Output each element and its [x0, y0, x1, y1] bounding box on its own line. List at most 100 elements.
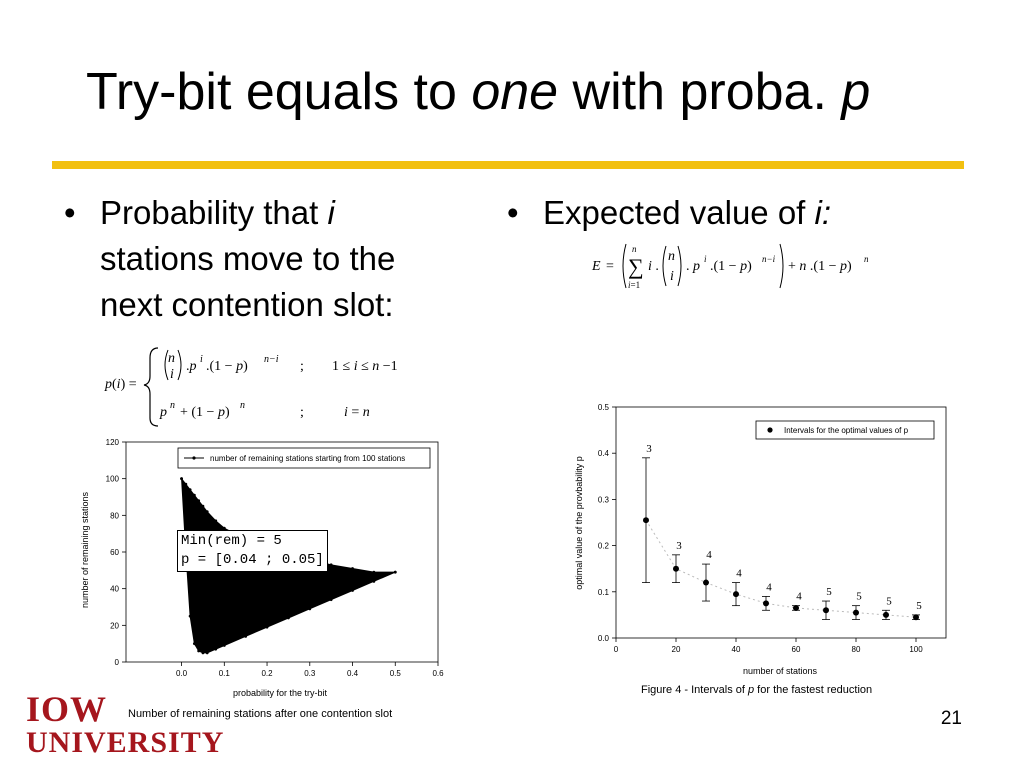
title-text: Try-bit equals to	[86, 63, 472, 121]
data-label: 4	[706, 549, 712, 561]
x-tick-label: 0.0	[176, 669, 188, 678]
x-tick-label: 80	[852, 645, 861, 654]
x-tick-label: 40	[732, 645, 741, 654]
data-point	[823, 607, 829, 614]
expected-value-formula: E = n ∑ i=1 i . n i . p i .(1 − p) n−i +…	[591, 243, 869, 290]
legend-marker	[767, 427, 773, 433]
upper-point	[222, 526, 226, 530]
lower-point	[287, 616, 290, 620]
upper-point	[372, 570, 376, 574]
svg-text:i: i	[200, 354, 203, 365]
svg-text:n−i: n−i	[264, 354, 279, 365]
university-logo: IOW UNIVERSITY	[26, 689, 224, 760]
x-tick-label: 0.3	[304, 669, 316, 678]
upper-point	[197, 499, 201, 503]
svg-text:n: n	[632, 244, 637, 254]
x-tick-label: 60	[792, 645, 801, 654]
svg-text:n: n	[168, 351, 175, 366]
left-chart-caption: Number of remaining stations after one c…	[128, 708, 393, 720]
title-divider	[52, 161, 964, 169]
bullet-dot: •	[507, 194, 519, 231]
data-label: 4	[766, 581, 772, 593]
y-tick-label: 40	[110, 585, 119, 594]
y-tick-label: 0.5	[598, 403, 610, 412]
chart-annotation: Min(rem) = 5 p = [0.04 ; 0.05]	[177, 530, 328, 572]
y-tick-label: 0.1	[598, 588, 610, 597]
chart-legend-label: Intervals for the optimal values of p	[784, 426, 909, 435]
y-tick-label: 80	[110, 511, 119, 520]
x-tick-label: 0.6	[432, 669, 444, 678]
lower-point	[180, 477, 183, 481]
x-tick-label: 0.2	[261, 669, 273, 678]
data-label: 4	[796, 591, 802, 603]
y-tick-label: 100	[106, 475, 120, 484]
left-bullet: • Probability that i stations move to th…	[64, 190, 480, 328]
title-p: p	[841, 63, 871, 121]
x-axis-title: number of stations	[743, 666, 818, 676]
upper-point	[188, 488, 192, 492]
svg-text:+ (1 − p): + (1 − p)	[180, 405, 230, 420]
probability-formula: p(i) = n i .p i .(1 − p) n−i ; 1 ≤ i ≤ n…	[104, 347, 398, 427]
data-label: 5	[826, 586, 832, 598]
upper-point	[205, 510, 209, 514]
logo-line-1: IOW	[26, 689, 108, 729]
lower-point	[265, 625, 269, 629]
svg-text:.p: .p	[186, 359, 197, 374]
y-tick-label: 0	[115, 658, 120, 667]
svg-text:i=1: i=1	[628, 280, 640, 290]
svg-text:i .: i .	[648, 259, 659, 274]
left-bullet-italic: i	[327, 194, 335, 231]
chart-legend-box	[755, 420, 935, 440]
right-bullet: • Expected value of i:	[507, 190, 943, 236]
svg-text:n: n	[170, 400, 175, 411]
title-italic: one	[471, 63, 559, 121]
data-point	[853, 609, 859, 616]
lower-point	[205, 651, 209, 655]
data-point	[673, 565, 679, 572]
caption-prefix: Figure 4 - Intervals of	[641, 684, 748, 696]
lower-point	[197, 649, 201, 653]
legend-label: Intervals for the optimal values of p	[784, 426, 909, 435]
x-tick-label: 20	[672, 645, 681, 654]
upper-point	[329, 563, 333, 567]
svg-text:i: i	[704, 254, 707, 264]
caption-italic: p	[748, 684, 755, 696]
data-label: 3	[646, 443, 652, 455]
upper-point	[192, 493, 196, 497]
y-tick-label: 0.4	[598, 449, 610, 458]
svg-text:E: E	[591, 259, 601, 274]
x-tick-label: 0.1	[219, 669, 231, 678]
annotation-line-1: Min(rem) = 5	[181, 533, 282, 549]
data-point	[733, 591, 739, 598]
x-axis-title: probability for the try-bit	[233, 688, 328, 698]
x-tick-label: 100	[909, 645, 923, 654]
y-axis-title: number of remaining stations	[80, 491, 90, 608]
svg-text:n: n	[668, 249, 675, 264]
page-number: 21	[940, 708, 962, 729]
lower-point	[329, 598, 333, 602]
x-tick-label: 0.5	[390, 669, 402, 678]
svg-text:;: ;	[300, 405, 304, 420]
data-point	[793, 604, 799, 611]
slide-title: Try-bit equals to one with proba. p	[86, 62, 870, 122]
y-tick-label: 0.0	[598, 634, 610, 643]
data-point	[913, 614, 919, 621]
y-tick-label: 0.3	[598, 495, 610, 504]
left-bullet-line3: next contention slot:	[100, 286, 394, 323]
svg-text:i = n: i = n	[344, 405, 370, 420]
data-point	[883, 611, 889, 618]
x-tick-label: 0	[614, 645, 619, 654]
left-bullet-line2: stations move to the	[100, 240, 396, 277]
right-bullet-text: Expected value of	[543, 194, 815, 231]
right-chart-caption: Figure 4 - Intervals of p for the fastes…	[641, 684, 872, 696]
svg-text:∑: ∑	[628, 254, 644, 279]
chart-legend-label: number of remaining stations starting fr…	[210, 454, 405, 463]
data-label: 4	[736, 568, 742, 580]
svg-text:.(1 − p): .(1 − p)	[206, 359, 248, 374]
plot-frame	[615, 406, 947, 639]
svg-text:;: ;	[300, 359, 304, 374]
lower-point	[372, 579, 376, 583]
title-text-2: with proba.	[558, 63, 842, 121]
annotation-line-2: p = [0.04 ; 0.05]	[181, 552, 324, 568]
upper-point	[201, 504, 205, 508]
